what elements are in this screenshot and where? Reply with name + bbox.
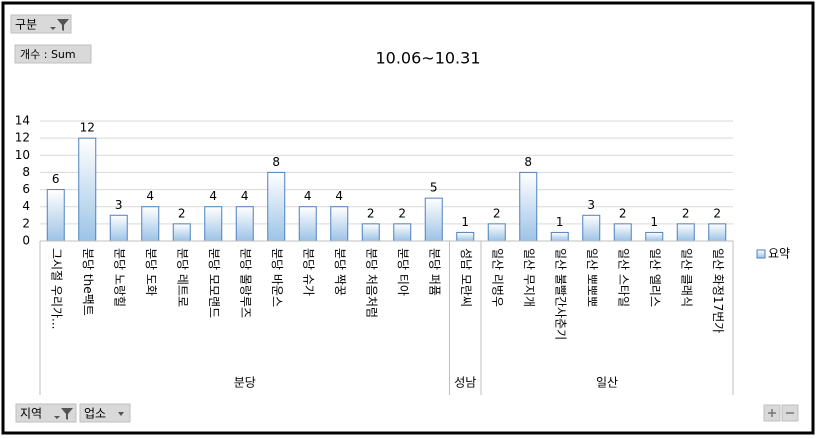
- y-tick-label: 0: [22, 234, 30, 248]
- data-label: 2: [493, 206, 501, 220]
- y-tick-label: 12: [15, 131, 30, 145]
- x-tick-label: 분당 도화: [144, 248, 158, 296]
- data-label: 12: [80, 121, 95, 135]
- data-label: 4: [241, 189, 249, 203]
- y-tick-label: 4: [22, 199, 30, 213]
- x-tick-label: 일산 화정17번가: [711, 248, 725, 333]
- y-tick-label: 8: [22, 165, 30, 179]
- chart-title: 10.06~10.31: [375, 49, 480, 68]
- x-tick-label: 그시절 우리가...: [49, 248, 63, 330]
- data-label: 2: [367, 206, 375, 220]
- bar: [487, 223, 506, 242]
- data-label: 6: [52, 172, 60, 186]
- group-label: 성남: [454, 376, 476, 390]
- data-label: 1: [650, 215, 658, 229]
- data-label: 8: [272, 155, 280, 169]
- bar: [393, 223, 412, 242]
- bar: [109, 214, 128, 242]
- x-tick-label: 분당 the팩트: [81, 248, 95, 316]
- x-tick-label: 일산 무지개: [522, 248, 536, 307]
- data-label: 4: [335, 189, 343, 203]
- x-tick-label: 일산 엘리스: [648, 248, 662, 307]
- data-label: 2: [178, 206, 186, 220]
- data-label: 2: [398, 206, 406, 220]
- bar: [267, 171, 286, 242]
- bar: [424, 197, 443, 242]
- axis-button[interactable]: 지역: [15, 403, 77, 423]
- data-label: 4: [146, 189, 154, 203]
- x-tick-label: 일산 불빨간사춘기: [553, 248, 567, 340]
- bar: [550, 231, 569, 242]
- data-label: 1: [556, 215, 564, 229]
- data-label: 4: [209, 189, 217, 203]
- collapse-button[interactable]: [781, 404, 799, 422]
- bar: [141, 206, 160, 242]
- y-tick-label: 14: [15, 114, 30, 128]
- y-tick-label: 2: [22, 216, 30, 230]
- bar: [676, 223, 695, 242]
- value-label: 개수 : Sum: [20, 48, 76, 61]
- bar: [582, 214, 601, 242]
- y-tick-label: 6: [22, 182, 30, 196]
- x-tick-label: 분당 티아: [396, 248, 410, 296]
- value-button[interactable]: 개수 : Sum: [14, 44, 92, 64]
- bar: [613, 223, 632, 242]
- data-label: 8: [524, 155, 532, 169]
- data-label: 3: [587, 198, 595, 212]
- x-tick-label: 일산 스타일: [616, 248, 630, 307]
- x-tick-label: 분당 레트로: [175, 248, 189, 307]
- x-tick-label: 성남 모란씨: [459, 248, 473, 307]
- x-tick-label: 분당 슈가: [301, 248, 315, 296]
- group-label: 분당: [234, 376, 256, 390]
- bar: [456, 231, 475, 242]
- axis-label: 지역: [20, 407, 42, 421]
- x-tick-label: 분당 노랑힐: [112, 248, 126, 307]
- x-tick-label: 분당 바운스: [270, 248, 284, 307]
- bar: [361, 223, 380, 242]
- x-tick-label: 일산 클래식: [679, 248, 693, 307]
- bar: [172, 223, 191, 242]
- x-tick-label: 일산 뽀뽀뽀: [585, 248, 599, 307]
- bar: [330, 206, 349, 242]
- filter-button[interactable]: 구분: [10, 14, 72, 34]
- bar: [519, 171, 538, 242]
- bar: [708, 223, 727, 242]
- data-label: 1: [461, 215, 469, 229]
- y-tick-label: 10: [15, 148, 30, 162]
- bar: [298, 206, 317, 242]
- bar: [235, 206, 254, 242]
- data-label: 2: [713, 206, 721, 220]
- data-label: 5: [430, 181, 438, 195]
- data-label: 2: [619, 206, 627, 220]
- x-tick-label: 분당 모모랜드: [207, 248, 221, 318]
- axis-label: 업소: [84, 407, 106, 421]
- x-tick-label: 분당 처음처럼: [364, 248, 378, 318]
- data-label: 3: [115, 198, 123, 212]
- bar: [204, 206, 223, 242]
- x-tick-label: 분당 몰랑루즈: [238, 248, 252, 318]
- filter-label: 구분: [15, 18, 37, 32]
- x-tick-label: 일산 리벙우: [490, 248, 504, 307]
- expand-button[interactable]: [763, 404, 781, 422]
- bar: [78, 137, 97, 242]
- axis-button[interactable]: 업소: [79, 403, 131, 423]
- bar: [645, 231, 664, 242]
- data-label: 4: [304, 189, 312, 203]
- data-label: 2: [682, 206, 690, 220]
- group-label: 일산: [596, 376, 618, 390]
- x-tick-label: 분당 짝꿍: [333, 248, 347, 296]
- bar: [46, 189, 65, 242]
- legend-swatch: [756, 249, 766, 259]
- legend-label: 요약: [768, 246, 790, 261]
- x-tick-label: 분당 퍼퓸: [427, 248, 441, 296]
